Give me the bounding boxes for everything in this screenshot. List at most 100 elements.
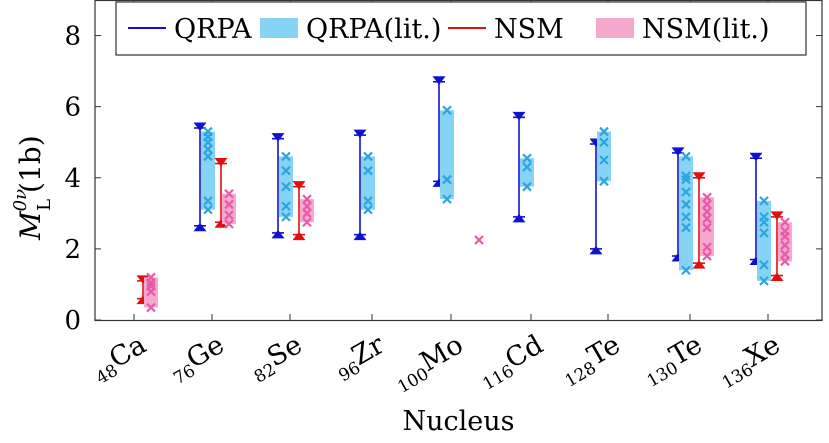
band-point-82se-0 xyxy=(281,212,291,222)
band-point-130te-2 xyxy=(702,222,712,233)
x-tick-label-130te: 130Te xyxy=(636,329,709,391)
y-label-paren: (1b) xyxy=(14,135,47,193)
band-116cd xyxy=(520,158,534,187)
legend-entry-qrpa-lit: QRPA(lit.) xyxy=(260,14,441,45)
band-point-130te-4 xyxy=(702,206,712,217)
band-point-82se-2 xyxy=(281,181,291,192)
band-point-82se-1 xyxy=(302,208,312,219)
plot-frame xyxy=(94,0,823,322)
legend-label: QRPA(lit.) xyxy=(306,14,441,45)
band-point-136xe-4 xyxy=(780,226,790,236)
band-point-136xe-5 xyxy=(759,196,769,206)
band-point-76ge-2 xyxy=(224,199,234,210)
band-point-130te-7 xyxy=(681,151,691,162)
band-82se xyxy=(300,199,314,223)
band-point-116cd-1 xyxy=(522,162,532,172)
legend-entry-qrpa: QRPA xyxy=(128,14,252,45)
band-point-76ge-1 xyxy=(224,210,234,220)
band-point-48ca-4 xyxy=(146,272,156,283)
band-point-136xe-1 xyxy=(759,260,769,270)
range-max-marker-136xe xyxy=(749,152,763,162)
band-point-82se-0 xyxy=(302,217,312,227)
band-point-130te-5 xyxy=(681,174,691,185)
y-label-sub: L xyxy=(34,199,55,211)
band-point-116cd-2 xyxy=(522,153,532,163)
band-point-76ge-0 xyxy=(224,219,234,229)
band-point-96zr-1 xyxy=(363,196,373,206)
y-tick-label-0: 0 xyxy=(64,306,81,336)
band-76ge xyxy=(201,131,215,210)
band-point-76ge-0 xyxy=(203,205,213,215)
band-point-100mo-2 xyxy=(442,105,452,115)
range-max-marker-96zr xyxy=(353,129,367,139)
band-point-82se-1 xyxy=(281,201,291,211)
range-max-marker-130te xyxy=(671,147,685,156)
legend-entry-nsm-lit: NSM(lit.) xyxy=(596,14,770,45)
band-point-130te-5 xyxy=(702,199,712,210)
band-point-82se-3 xyxy=(302,194,312,204)
band-point-48ca-0 xyxy=(146,302,156,313)
band-point-82se-3 xyxy=(281,165,291,176)
band-point-96zr-2 xyxy=(363,165,373,176)
band-point-76ge-1 xyxy=(203,196,213,206)
range-max-marker-116cd xyxy=(512,111,526,121)
band-point-128te-2 xyxy=(599,137,609,147)
series-nsm-lit xyxy=(144,189,792,313)
band-point-130te-2 xyxy=(681,212,691,222)
range-max-marker-136xe xyxy=(770,211,784,220)
band-point-130te-4 xyxy=(681,187,691,197)
range-min-marker-136xe xyxy=(770,272,784,282)
range-min-marker-82se xyxy=(292,231,306,241)
band-point-130te-3 xyxy=(681,199,691,210)
plot-layer xyxy=(136,76,792,313)
band-point-128te-1 xyxy=(599,155,609,165)
range-max-marker-82se xyxy=(292,181,306,190)
x-tick-label-128te: 128Te xyxy=(554,329,627,391)
range-min-marker-116cd xyxy=(512,213,526,223)
band-point-136xe-0 xyxy=(759,276,769,286)
x-tick-label-48ca: 48Ca xyxy=(85,329,153,389)
band-point-130te-6 xyxy=(702,192,712,203)
range-max-marker-130te xyxy=(692,172,706,181)
x-tick-label-116cd: 116Cd xyxy=(472,329,550,395)
band-point-76ge-6 xyxy=(203,126,213,137)
legend-label: QRPA xyxy=(174,14,252,45)
legend-label: NSM xyxy=(494,14,564,45)
y-tick-label-8: 8 xyxy=(64,22,81,52)
x-tick-label-76ge: 76Ge xyxy=(163,329,232,389)
series-qrpa-lit xyxy=(201,105,771,286)
band-point-96zr-0 xyxy=(363,205,373,215)
y-tick-label-6: 6 xyxy=(64,93,81,123)
band-point-100mo-1 xyxy=(442,174,452,185)
band-point-76ge-3 xyxy=(224,189,234,199)
band-130te xyxy=(679,156,693,271)
band-point-82se-2 xyxy=(302,201,312,211)
band-point-130te-0 xyxy=(702,251,712,261)
legend-entry-nsm: NSM xyxy=(448,14,564,45)
band-point-76ge-2 xyxy=(203,151,213,162)
x-tick-label-100mo: 100Mo xyxy=(387,329,471,397)
band-point-100mo-0 xyxy=(442,194,452,204)
band-point-136xe-0 xyxy=(780,256,790,267)
band-point-100mo-0 xyxy=(474,235,484,245)
band-point-96zr-3 xyxy=(363,151,373,162)
band-point-128te-3 xyxy=(599,126,609,137)
band-136xe xyxy=(757,200,771,281)
x-tick-label-136xe: 136Xe xyxy=(711,329,787,393)
band-point-136xe-5 xyxy=(780,217,790,227)
band-point-136xe-4 xyxy=(759,212,769,222)
band-point-130te-1 xyxy=(681,222,691,233)
y-axis-label: M0ν L (1b) xyxy=(10,135,55,241)
band-point-130te-6 xyxy=(681,171,691,181)
range-min-marker-128te xyxy=(589,245,603,255)
x-tick-label-82se: 82Se xyxy=(243,329,309,387)
range-min-marker-130te xyxy=(692,260,706,269)
band-point-116cd-0 xyxy=(522,181,532,192)
y-tick-label-2: 2 xyxy=(64,235,81,265)
legend-swatch xyxy=(260,18,298,38)
range-min-marker-82se xyxy=(271,229,285,239)
x-tick-label-96zr: 96Zr xyxy=(328,329,392,386)
band-point-82se-4 xyxy=(281,151,291,162)
range-min-marker-76ge xyxy=(214,219,228,228)
